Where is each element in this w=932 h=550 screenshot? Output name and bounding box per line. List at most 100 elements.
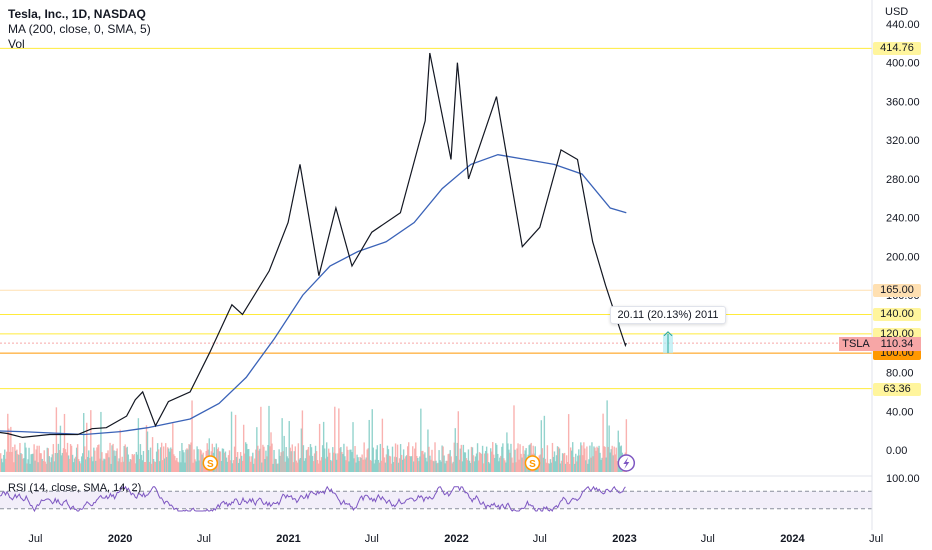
volume-bar — [423, 454, 425, 472]
volume-bar — [461, 461, 464, 472]
volume-bar — [313, 453, 316, 472]
volume-bar — [398, 458, 401, 472]
volume-bar — [112, 443, 114, 472]
price-level-badge: 63.36 — [873, 382, 921, 396]
volume-bar — [517, 443, 519, 472]
volume-bar — [11, 451, 13, 472]
volume-bar — [542, 457, 545, 472]
volume-bar — [342, 453, 344, 472]
volume-bar — [299, 457, 302, 472]
volume-bar — [242, 424, 245, 472]
volume-bar — [215, 443, 218, 472]
volume-bar — [320, 457, 323, 472]
volume-bar — [394, 443, 397, 472]
volume-bar — [329, 452, 331, 472]
volume-bar — [279, 455, 281, 472]
volume-bar — [331, 461, 333, 472]
volume-bar — [188, 444, 190, 472]
volume-bar — [70, 445, 73, 472]
volume-bar — [475, 453, 478, 472]
volume-bar — [296, 462, 299, 472]
volume-bar — [200, 450, 202, 472]
volume-bar — [594, 447, 596, 472]
volume-bar — [612, 455, 614, 472]
volume-bar — [260, 406, 262, 472]
volume-bar — [263, 446, 265, 472]
volume-bar — [596, 446, 598, 472]
measure-tooltip: 20.11 (20.13%) 2011 — [610, 306, 726, 324]
volume-bar — [493, 454, 495, 472]
ma-legend[interactable]: MA (200, close, 0, SMA, 5) — [8, 22, 151, 36]
volume-bar — [18, 454, 20, 472]
volume-bar — [600, 459, 602, 472]
volume-bar — [124, 444, 126, 472]
volume-bar — [162, 446, 165, 472]
volume-bar — [484, 450, 487, 472]
volume-bar — [284, 461, 286, 472]
volume-bar — [592, 456, 594, 472]
volume-bar — [50, 457, 53, 472]
volume-bar — [100, 411, 102, 472]
volume-bar — [161, 460, 164, 472]
volume-bar — [281, 418, 283, 472]
volume-bar — [373, 463, 375, 472]
volume-bar — [288, 421, 290, 472]
volume-bar — [282, 451, 284, 472]
volume-bar — [350, 449, 352, 472]
volume-bar — [419, 456, 421, 472]
volume-bar — [114, 455, 116, 472]
volume-bar — [26, 463, 28, 472]
volume-bar — [69, 444, 72, 472]
volume-bar — [506, 432, 508, 472]
volume-bar — [276, 463, 278, 472]
volume-bar — [90, 410, 92, 472]
volume-bar — [443, 455, 445, 472]
volume-bar — [232, 460, 235, 472]
volume-bar — [95, 460, 97, 472]
volume-bar — [277, 463, 279, 472]
volume-bar — [352, 422, 354, 472]
volume-bar — [121, 456, 123, 472]
volume-bar — [340, 447, 342, 472]
volume-legend[interactable]: Vol — [8, 37, 25, 51]
volume-bar — [604, 446, 606, 472]
volume-bar — [424, 452, 426, 472]
volume-bar — [431, 449, 433, 472]
volume-bar — [61, 452, 64, 472]
volume-bar — [94, 450, 96, 472]
volume-bar — [466, 460, 469, 472]
y-tick-label: 200.00 — [886, 251, 920, 263]
volume-bar — [492, 442, 494, 472]
volume-bar — [176, 457, 178, 472]
chart-title[interactable]: Tesla, Inc., 1D, NASDAQ — [8, 7, 146, 21]
volume-bar — [76, 444, 79, 472]
volume-bar — [562, 453, 565, 472]
volume-bar — [586, 446, 588, 472]
volume-bar — [364, 459, 366, 472]
volume-bar — [307, 446, 310, 472]
volume-bar — [177, 461, 179, 472]
last-price-tag: 110.34 — [873, 337, 921, 351]
volume-bar — [319, 460, 322, 472]
volume-bar — [32, 453, 34, 472]
volume-bar — [42, 460, 44, 472]
volume-bar — [251, 456, 253, 472]
volume-bar — [491, 451, 493, 472]
volume-bar — [193, 449, 195, 472]
volume-bar — [56, 453, 59, 472]
volume-bar — [190, 442, 192, 472]
volume-bar — [246, 443, 248, 472]
volume-bar — [146, 431, 149, 472]
volume-bar — [509, 452, 511, 472]
volume-bar — [217, 447, 220, 472]
volume-bar — [375, 449, 378, 472]
volume-bar — [548, 463, 551, 472]
volume-bar — [400, 454, 403, 472]
volume-bar — [179, 451, 181, 472]
volume-bar — [495, 443, 497, 472]
rsi-legend[interactable]: RSI (14, close, SMA, 14, 2) — [8, 482, 142, 494]
volume-bar — [248, 449, 250, 472]
volume-bar — [369, 459, 371, 472]
volume-bar — [4, 449, 6, 472]
